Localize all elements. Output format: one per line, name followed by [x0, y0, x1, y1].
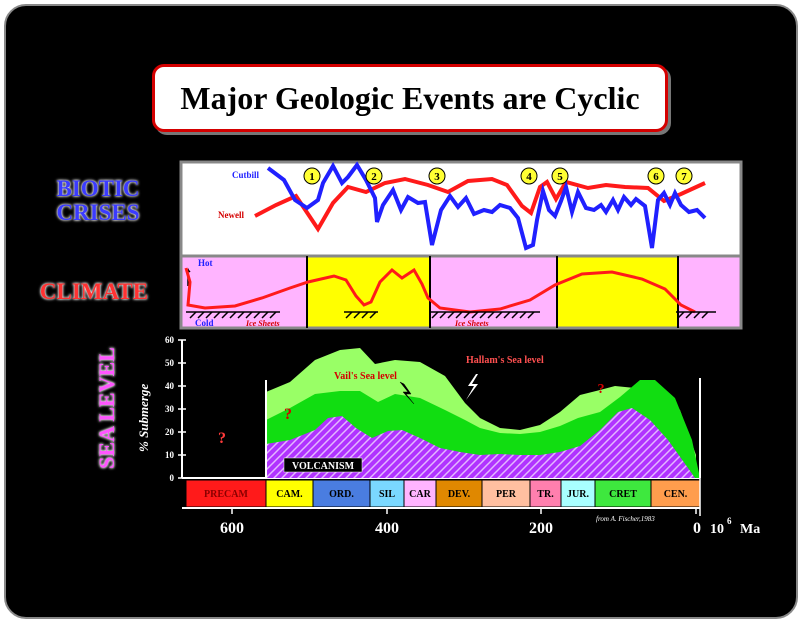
ytick-30: 30	[165, 404, 175, 414]
period-label-sil: SIL	[379, 489, 395, 500]
period-label-jur: JUR.	[567, 489, 589, 500]
marker-3-label: 3	[434, 171, 440, 183]
marker-2-label: 2	[371, 171, 377, 183]
climate-curve	[184, 267, 696, 314]
ice-sheets-label-2: Ice Sheets	[454, 319, 489, 328]
climate-label: CLIMATE	[39, 279, 149, 304]
time-unit-ma: Ma	[740, 522, 760, 537]
marker-4-label: 4	[526, 171, 532, 183]
period-label-cen: CEN.	[664, 489, 688, 500]
sea-y-axis-label: % Submerge	[136, 384, 151, 452]
climate-band-warm-1	[307, 256, 430, 328]
time-tick-600: 600	[220, 520, 244, 537]
period-cell-dev	[435, 479, 483, 508]
climate-band-dividers	[306, 256, 679, 328]
time-tick-400: 400	[375, 520, 399, 537]
climate-band-warm-2	[557, 256, 678, 328]
hallam-lightning-icon	[466, 374, 478, 400]
marker-7	[675, 167, 693, 185]
title-box: Major Geologic Events are Cyclic	[152, 64, 668, 132]
marker-1	[303, 167, 321, 185]
period-label-cam: CAM.	[276, 489, 303, 500]
cutbill-legend: Cutbill	[232, 170, 260, 180]
period-label-ord: ORD.	[329, 489, 354, 500]
precam-question-mark: ?	[218, 430, 226, 447]
ytick-0: 0	[170, 473, 175, 483]
volcanism-label-box	[283, 457, 363, 473]
newell-curve	[254, 176, 706, 233]
period-label-tr: TR.	[537, 489, 554, 500]
time-axis: 600 400 200 0 10 6 Ma from A. Fischer,19…	[182, 378, 760, 537]
hallam-label: Hallam's Sea level	[466, 355, 544, 366]
geologic-period-bar: PRECAM CAM. ORD. SIL CAR DEV. PER TR. JUR. CRET CE…	[185, 479, 701, 508]
marker-5	[551, 167, 569, 185]
period-cell-per	[481, 479, 531, 508]
time-unit-base: 10	[710, 522, 724, 537]
biotic-crises-label: BIOTIC CRISES	[56, 176, 140, 225]
climate-panel: Hot Cold Ice Sheets Ice Sheets	[179, 254, 743, 330]
time-tick-200: 200	[529, 520, 553, 537]
hot-label: Hot	[198, 258, 213, 268]
ice-sheets-label-1: Ice Sheets	[245, 319, 280, 328]
period-label-dev: DEV.	[448, 489, 471, 500]
volcanism-area	[266, 408, 695, 478]
marker-4	[520, 167, 538, 185]
ytick-40: 40	[165, 381, 175, 391]
vail-lightning-icon	[399, 381, 415, 405]
cutbill-curve	[266, 161, 707, 251]
period-label-cret: CRET	[609, 489, 637, 500]
time-unit-exponent: 6	[727, 516, 732, 526]
ytick-50: 50	[165, 358, 175, 368]
biotic-panel: Cutbill Newell 1 2 3 4 5 6 7	[179, 160, 743, 258]
period-cell-cam	[265, 479, 314, 508]
cambrian-question-mark: ?	[284, 406, 292, 423]
climate-band-cool-2	[430, 256, 557, 328]
period-label-per: PER	[496, 489, 517, 500]
extinction-markers: 1 2 3 4 5 6 7	[303, 167, 693, 185]
climate-panel-border	[179, 254, 743, 330]
newell-legend: Newell	[218, 210, 244, 220]
marker-6-label: 6	[653, 171, 659, 183]
slide-title: Major Geologic Events are Cyclic	[180, 80, 640, 116]
volcanism-label: VOLCANISM	[292, 461, 355, 472]
ytick-10: 10	[165, 450, 175, 460]
climate-band-cool-1	[181, 256, 307, 328]
sea-level-panel: 0 10 20 30 40 50 60 % Submerge VOLCANISM…	[136, 335, 701, 483]
ytick-20: 20	[165, 427, 175, 437]
marker-6	[647, 167, 665, 185]
ytick-60: 60	[165, 335, 175, 345]
marker-1-label: 1	[309, 171, 315, 183]
marker-5-label: 5	[557, 171, 563, 183]
period-label-car: CAR	[409, 489, 431, 500]
marker-2	[365, 167, 383, 185]
ice-sheet-hatching	[186, 311, 716, 319]
period-label-precam: PRECAM	[204, 489, 248, 500]
cold-label: Cold	[195, 318, 214, 328]
vail-label: Vail's Sea level	[334, 371, 397, 382]
marker-3	[428, 167, 446, 185]
source-credit: from A. Fischer,1983	[596, 515, 655, 523]
time-tick-0: 0	[693, 520, 701, 537]
cretaceous-question-mark: ?	[598, 382, 605, 397]
marker-7-label: 7	[681, 171, 687, 183]
